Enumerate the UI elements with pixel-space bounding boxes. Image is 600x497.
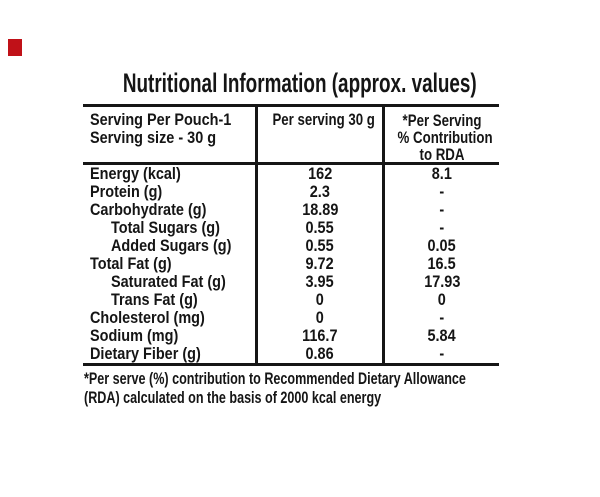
row-label: Sodium (mg) [83,327,255,345]
row-value-per-serving: 162 [255,165,385,183]
row-value-rda-text: 0.05 [427,236,457,255]
row-value-rda: 0.05 [385,237,499,255]
row-value-per-serving-text: 116.7 [302,326,338,345]
footnote: *Per serve (%) contribution to Recommend… [84,369,600,407]
row-label: Carbohydrate (g) [83,201,255,219]
header-serving-per-pouch: Serving Per Pouch-1 [90,110,232,129]
row-label: Saturated Fat (g) [83,273,255,291]
page-title: Nutritional Information (approx. values) [0,67,600,99]
row-label: Dietary Fiber (g) [83,345,255,363]
row-value-rda-text: - [439,218,445,237]
row-value-rda-text: - [439,308,445,327]
row-value-per-serving: 0 [255,309,385,327]
header-serving-info: Serving Per Pouch-1 Serving size - 30 g [83,107,255,163]
row-label: Cholesterol (mg) [83,309,255,327]
row-value-rda-text: - [439,344,445,363]
row-value-rda-text: 17.93 [423,272,461,291]
header-rda-line2: % Contribution [397,128,493,147]
table-row: Energy (kcal) 162 8.1 [83,165,499,183]
row-label-text: Dietary Fiber (g) [90,344,201,363]
table-row: Dietary Fiber (g) 0.86 - [83,345,499,363]
row-label-text: Added Sugars (g) [111,236,232,255]
row-label-text: Protein (g) [90,182,163,201]
header-serving-size: Serving size - 30 g [90,128,217,147]
row-value-rda: - [385,219,499,237]
red-corner-marker [8,39,22,56]
row-value-rda: 5.84 [385,327,499,345]
row-label: Protein (g) [83,183,255,201]
page-title-text: Nutritional Information (approx. values) [123,68,477,98]
row-value-per-serving-text: 9.72 [305,254,335,273]
row-value-per-serving: 0.86 [255,345,385,363]
nutrition-table: Serving Per Pouch-1 Serving size - 30 g … [83,104,499,366]
row-value-rda-text: 8.1 [431,164,453,183]
row-value-per-serving-text: 0.55 [305,218,335,237]
table-body: Energy (kcal) 162 8.1 Protein (g) 2.3- Carboh… [83,165,499,363]
row-value-per-serving: 9.72 [255,255,385,273]
row-value-per-serving-text: 0 [315,290,325,309]
header-rda-contribution: *Per Serving % Contribution to RDA [385,107,499,163]
row-value-rda: - [385,183,499,201]
row-label-text: Carbohydrate (g) [90,200,207,219]
header-rda-line1: *Per Serving [402,111,482,130]
header-per-serving: Per serving 30 g [255,107,385,163]
table-row: Carbohydrate (g) 18.89 - [83,201,499,219]
row-value-per-serving: 0.55 [255,237,385,255]
row-value-per-serving: 2.3 [255,183,385,201]
row-value-rda: - [385,345,499,363]
row-value-per-serving-text: 3.95 [305,272,335,291]
row-value-per-serving-text: 0.86 [305,344,335,363]
row-value-per-serving-text: 0 [315,308,325,327]
table-header-row: Serving Per Pouch-1 Serving size - 30 g … [83,107,499,165]
header-per-serving-text: Per serving 30 g [272,110,375,129]
row-value-rda: - [385,201,499,219]
row-label: Total Fat (g) [83,255,255,273]
row-value-per-serving: 3.95 [255,273,385,291]
row-value-rda: 16.5 [385,255,499,273]
row-label-text: Cholesterol (mg) [90,308,205,327]
row-value-rda-text: 5.84 [427,326,457,345]
row-value-rda-text: - [439,182,445,201]
header-rda-line3: to RDA [419,145,465,164]
table-row: Saturated Fat (g) 3.95 17.93 [83,273,499,291]
footnote-line1: *Per serve (%) contribution to Recommend… [84,369,466,388]
row-value-rda-text: - [439,200,445,219]
table-row: Trans Fat (g) 0 0 [83,291,499,309]
table-row: Total Fat (g) 9.72 16.5 [83,255,499,273]
row-value-per-serving: 116.7 [255,327,385,345]
row-value-rda: 0 [385,291,499,309]
row-value-rda: - [385,309,499,327]
row-label: Energy (kcal) [83,165,255,183]
footnote-line2: (RDA) calculated on the basis of 2000 kc… [84,388,382,407]
row-value-per-serving: 0.55 [255,219,385,237]
row-value-per-serving-text: 0.55 [305,236,335,255]
table-row: Protein (g) 2.3 - [83,183,499,201]
row-label: Total Sugars (g) [83,219,255,237]
row-value-rda: 8.1 [385,165,499,183]
row-value-per-serving-text: 2.3 [309,182,331,201]
row-label-text: Total Sugars (g) [111,218,220,237]
row-label-text: Total Fat (g) [90,254,172,273]
row-label: Added Sugars (g) [83,237,255,255]
table-row: Sodium (mg) 116.7 5.84 [83,327,499,345]
row-value-rda-text: 16.5 [427,254,457,273]
row-label-text: Sodium (mg) [90,326,179,345]
table-row: Added Sugars (g) 0.55 0.05 [83,237,499,255]
row-label-text: Saturated Fat (g) [111,272,226,291]
row-label-text: Trans Fat (g) [111,290,198,309]
row-value-per-serving-text: 162 [307,164,333,183]
row-label: Trans Fat (g) [83,291,255,309]
row-value-rda: 17.93 [385,273,499,291]
row-value-rda-text: 0 [437,290,447,309]
row-label-text: Energy (kcal) [90,164,181,183]
table-row: Total Sugars (g) 0.55 - [83,219,499,237]
row-value-per-serving: 18.89 [255,201,385,219]
row-value-per-serving-text: 18.89 [301,200,339,219]
row-value-per-serving: 0 [255,291,385,309]
table-row: Cholesterol (mg) 0 - [83,309,499,327]
